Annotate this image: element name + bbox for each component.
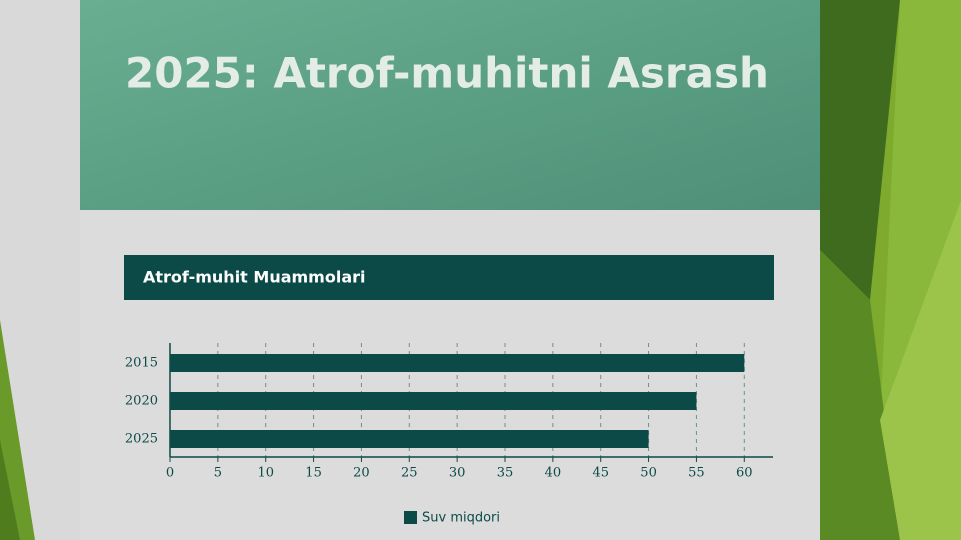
header-image (80, 0, 820, 210)
section-bar (124, 255, 774, 300)
bar (170, 430, 649, 448)
x-tick-label: 50 (640, 466, 657, 481)
x-tick-label: 25 (401, 466, 418, 481)
x-tick-label: 45 (592, 466, 609, 481)
decor (880, 200, 961, 540)
decor (880, 0, 961, 420)
bar (170, 354, 745, 372)
x-tick-label: 35 (497, 466, 514, 481)
y-tick-label: 2015 (125, 356, 158, 371)
x-tick-label: 20 (353, 466, 370, 481)
x-tick-label: 15 (305, 466, 322, 481)
chart-title: Atrof-muhit Muammolari (143, 268, 366, 287)
bar (170, 392, 697, 410)
x-tick-label: 55 (688, 466, 705, 481)
y-tick-label: 2020 (125, 394, 158, 409)
plot: 0 5 10 15 20 25 30 35 40 45 50 55 60201520202025Suv … (125, 343, 773, 526)
slide-title: 2025: Atrof-muhitni Asrash (125, 49, 769, 98)
x-tick-label: 10 (257, 466, 274, 481)
legend-swatch (404, 511, 417, 524)
decor (820, 0, 900, 300)
legend-label: Suv miqdori (422, 511, 500, 526)
x-tick-label: 30 (449, 466, 466, 481)
x-tick-label: 60 (736, 466, 753, 481)
x-tick-label: 0 (166, 466, 174, 481)
x-tick-label: 5 (214, 466, 222, 481)
decor (0, 440, 20, 540)
x-tick-label: 40 (545, 466, 562, 481)
y-tick-label: 2025 (125, 432, 158, 447)
decor (820, 250, 900, 540)
